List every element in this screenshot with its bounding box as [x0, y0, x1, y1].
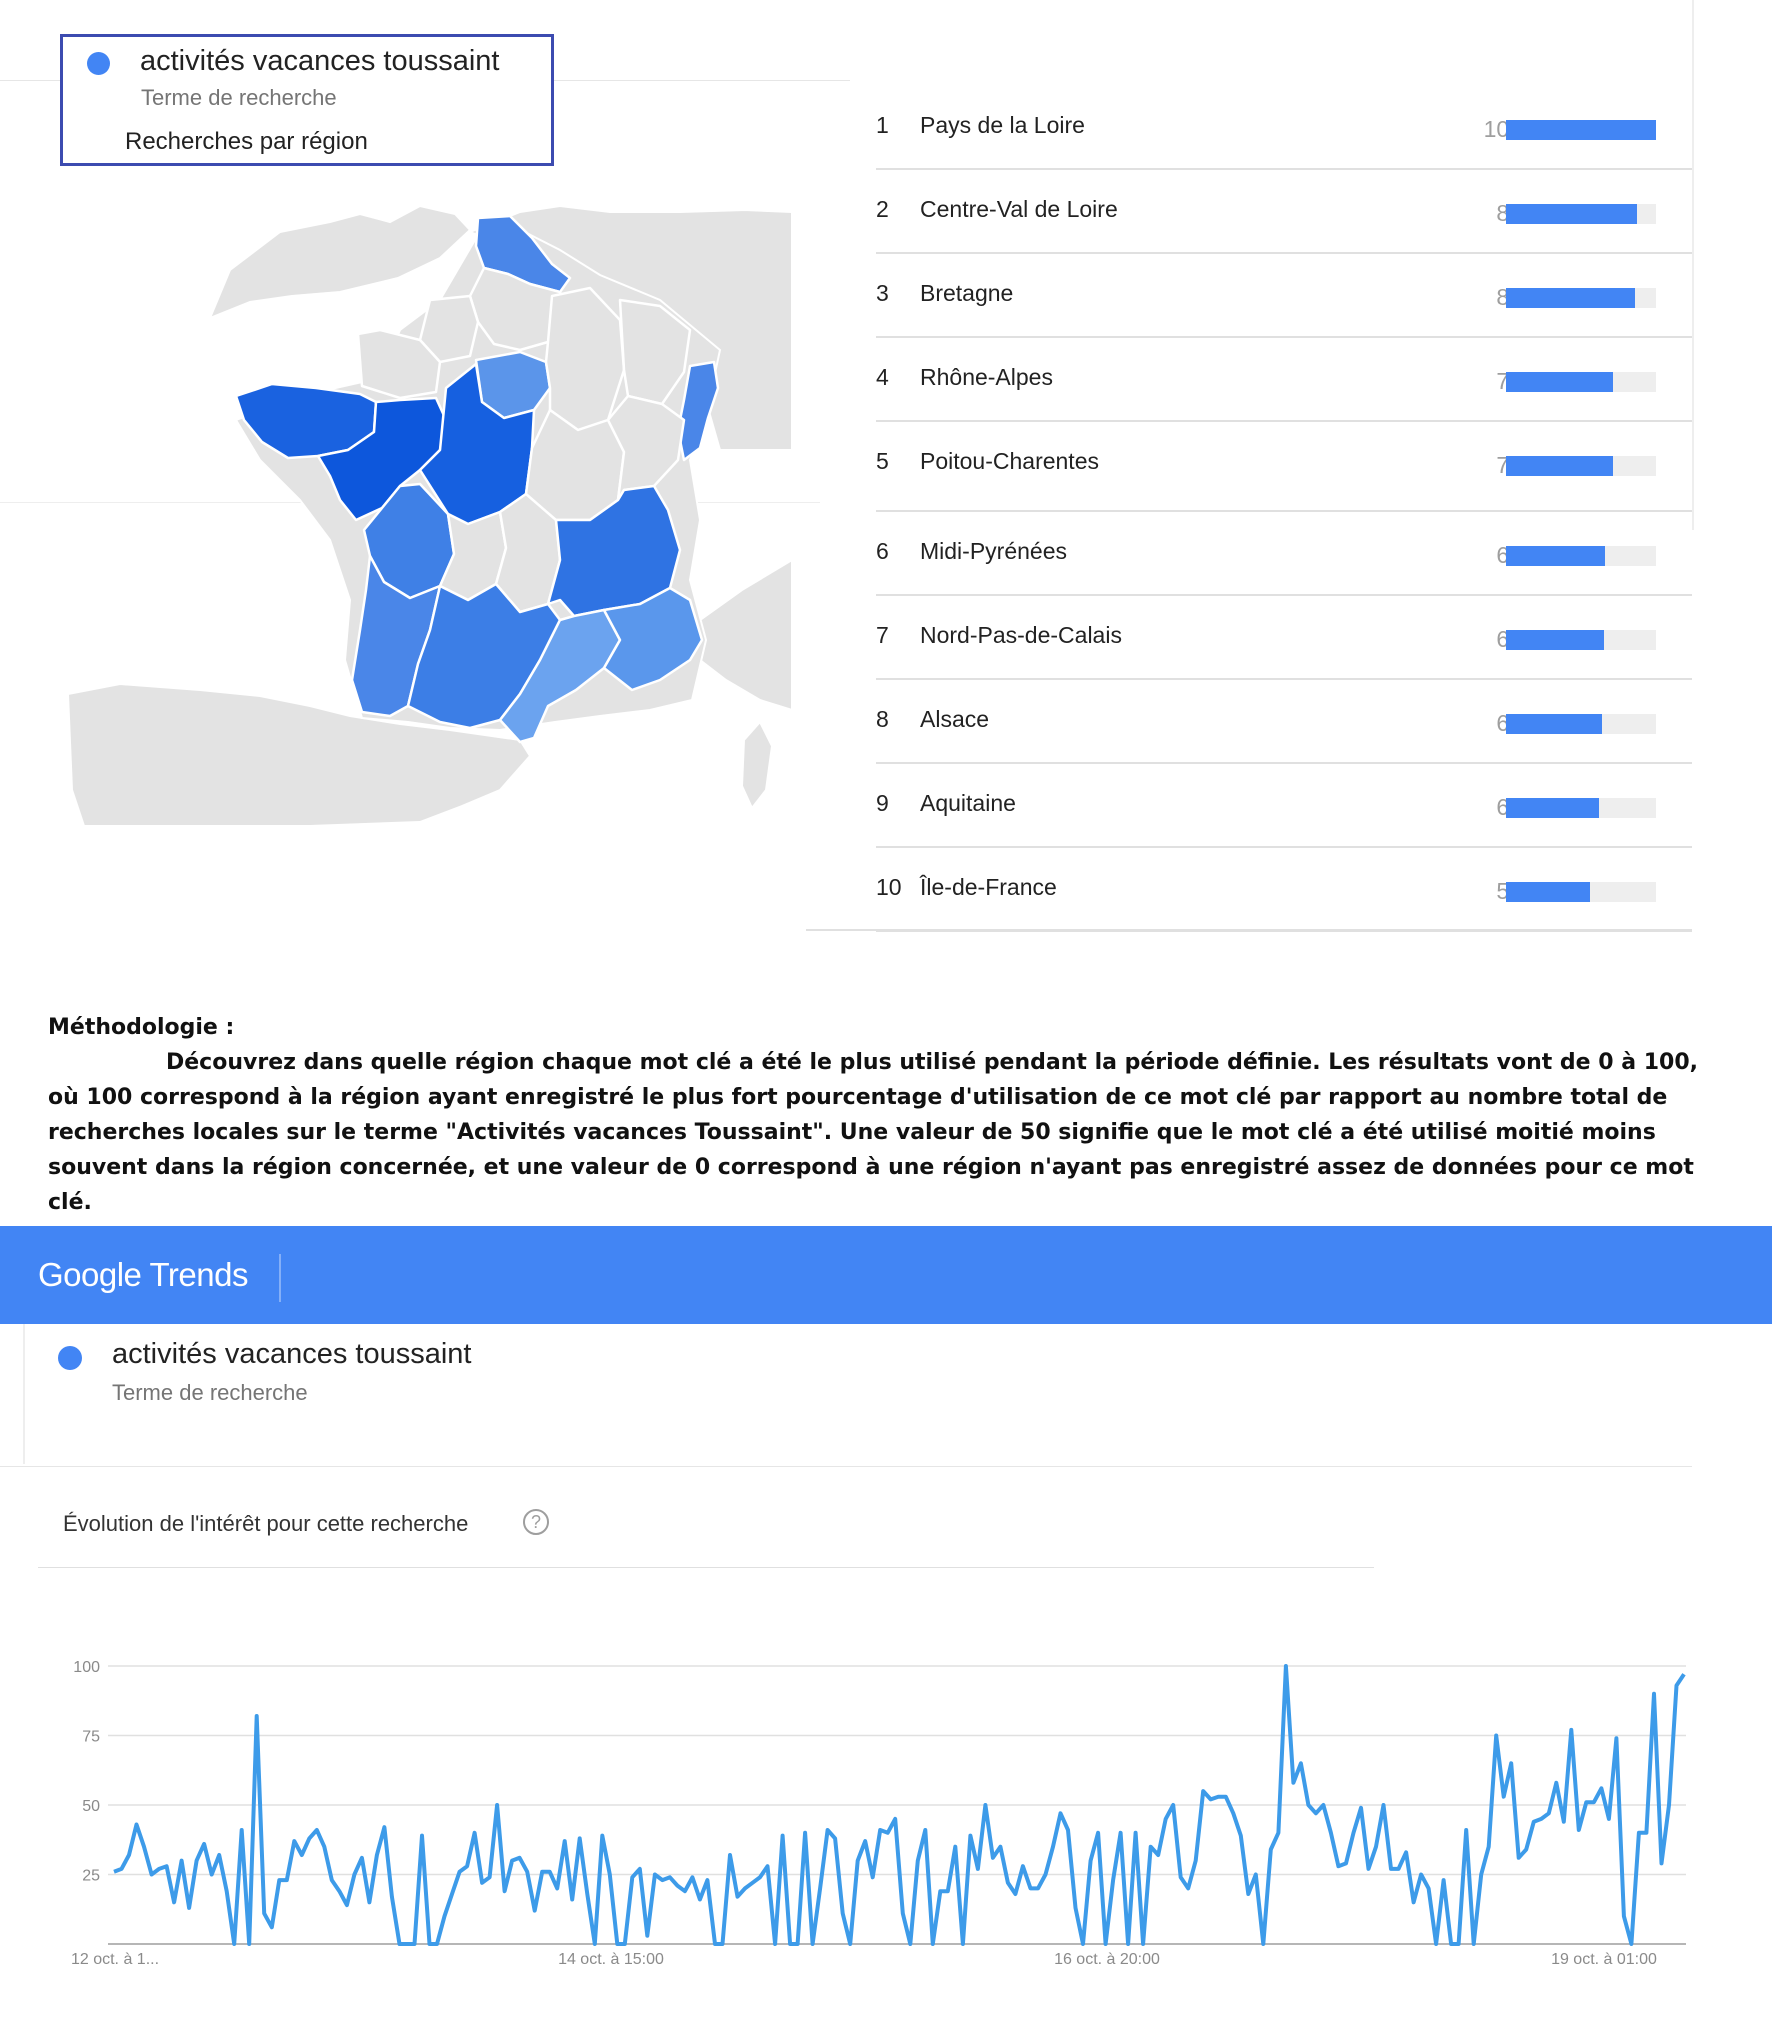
ranking-number: 3 — [876, 280, 889, 306]
ranking-bar-track — [1506, 546, 1656, 566]
ranking-row[interactable]: 8Alsace64 — [876, 678, 1692, 764]
ranking-region-name: Aquitaine — [920, 790, 1016, 816]
series-color-dot — [87, 52, 110, 75]
ranking-number: 4 — [876, 364, 889, 390]
ranking-bar — [1506, 546, 1605, 566]
ranking-region-name: Midi-Pyrénées — [920, 538, 1067, 564]
ranking-bar-track — [1506, 714, 1656, 734]
x-tick-label: 14 oct. à 15:00 — [558, 1951, 664, 1968]
y-tick-label: 50 — [82, 1798, 100, 1815]
ranking-bar-track — [1506, 798, 1656, 818]
ranking-region-name: Centre-Val de Loire — [920, 196, 1118, 222]
search-term-name[interactable]: activités vacances toussaint — [112, 1338, 472, 1370]
ranking-bar — [1506, 630, 1604, 650]
ranking-bar-track — [1506, 204, 1656, 224]
ranking-bar-track — [1506, 120, 1656, 140]
region-basse-normandie[interactable] — [356, 328, 442, 400]
search-term-type: Terme de recherche — [141, 85, 337, 110]
y-tick-label: 25 — [82, 1868, 100, 1885]
region-franche-comte[interactable] — [606, 394, 686, 502]
ranking-bar — [1506, 882, 1590, 902]
ranking-region-name: Pays de la Loire — [920, 112, 1085, 138]
ranking-number: 2 — [876, 196, 889, 222]
ranking-bar-track — [1506, 288, 1656, 308]
region-panel-title: Recherches par région — [125, 128, 368, 155]
ranking-bar — [1506, 714, 1602, 734]
ranking-number: 6 — [876, 538, 889, 564]
ranking-bar — [1506, 372, 1613, 392]
interest-over-time-chart[interactable]: 100 75 50 25 12 oct. à 1... 14 oct. à 15:00 16… — [0, 1600, 1772, 2000]
methodology-text: Méthodologie : Découvrez dans quelle rég… — [48, 1010, 1708, 1220]
ranking-number: 5 — [876, 448, 889, 474]
methodology-title: Méthodologie : — [48, 1015, 235, 1040]
ranking-bar-track — [1506, 882, 1656, 902]
ranking-region-name: Bretagne — [920, 280, 1014, 306]
france-regions-map[interactable] — [60, 200, 800, 830]
ranking-row[interactable]: 9Aquitaine62 — [876, 762, 1692, 848]
ranking-number: 1 — [876, 112, 889, 138]
series-color-dot — [58, 1346, 82, 1370]
ranking-region-name: Alsace — [920, 706, 990, 732]
italy-switzerland-land — [699, 558, 793, 712]
ranking-region-name: Rhône-Alpes — [920, 364, 1053, 390]
ranking-region-name: Nord-Pas-de-Calais — [920, 622, 1122, 648]
ranking-number: 9 — [876, 790, 889, 816]
ranking-bar-track — [1506, 630, 1656, 650]
region-lorraine[interactable] — [618, 298, 692, 406]
ranking-row[interactable]: 1 Pays de la Loire 100 — [876, 84, 1692, 170]
corsica-land — [740, 720, 774, 810]
uk-land — [208, 204, 472, 320]
google-trends-logo[interactable]: Google Trends — [38, 1256, 248, 1293]
ranking-region-name: Île-de-France — [920, 874, 1057, 900]
google-trends-header: Google Trends — [0, 1226, 1772, 1324]
ranking-bottom-divider — [806, 929, 1692, 931]
header-divider — [279, 1254, 281, 1302]
ranking-bar — [1506, 288, 1635, 308]
region-paca[interactable] — [602, 586, 704, 692]
panel-edge — [1692, 0, 1694, 530]
ranking-number: 10 — [876, 874, 902, 900]
ranking-row[interactable]: 3Bretagne86 — [876, 252, 1692, 338]
region-alsace[interactable] — [676, 360, 720, 462]
search-term-type: Terme de recherche — [112, 1380, 308, 1405]
x-tick-label: 19 oct. à 01:00 — [1551, 1951, 1657, 1968]
ranking-bar-track — [1506, 456, 1656, 476]
search-term-name[interactable]: activités vacances toussaint — [140, 45, 500, 77]
panel-edge — [23, 1324, 25, 1464]
y-tick-label: 100 — [73, 1659, 100, 1676]
region-languedoc-roussillon[interactable] — [498, 608, 622, 744]
section-divider — [38, 1567, 1374, 1568]
ranking-region-name: Poitou-Charentes — [920, 448, 1099, 474]
interest-chart-title: Évolution de l'intérêt pour cette recher… — [63, 1511, 469, 1536]
x-tick-label: 16 oct. à 20:00 — [1054, 1951, 1160, 1968]
series-line-activites-vacances-toussaint[interactable] — [113, 1664, 1686, 1946]
y-tick-label: 75 — [82, 1729, 100, 1746]
ranking-bar-track — [1506, 372, 1656, 392]
ranking-bar — [1506, 798, 1599, 818]
iberia-land — [66, 682, 532, 827]
ranking-bar — [1506, 120, 1656, 140]
x-tick-label: 12 oct. à 1... — [71, 1951, 159, 1968]
ranking-number: 8 — [876, 706, 889, 732]
section-divider — [0, 1466, 1692, 1467]
ranking-bar — [1506, 204, 1637, 224]
search-term-card: activités vacances toussaint Terme de re… — [60, 34, 554, 166]
help-icon[interactable]: ? — [523, 1509, 549, 1535]
methodology-body: Découvrez dans quelle région chaque mot … — [48, 1050, 1699, 1215]
ranking-number: 7 — [876, 622, 889, 648]
ranking-bar — [1506, 456, 1613, 476]
